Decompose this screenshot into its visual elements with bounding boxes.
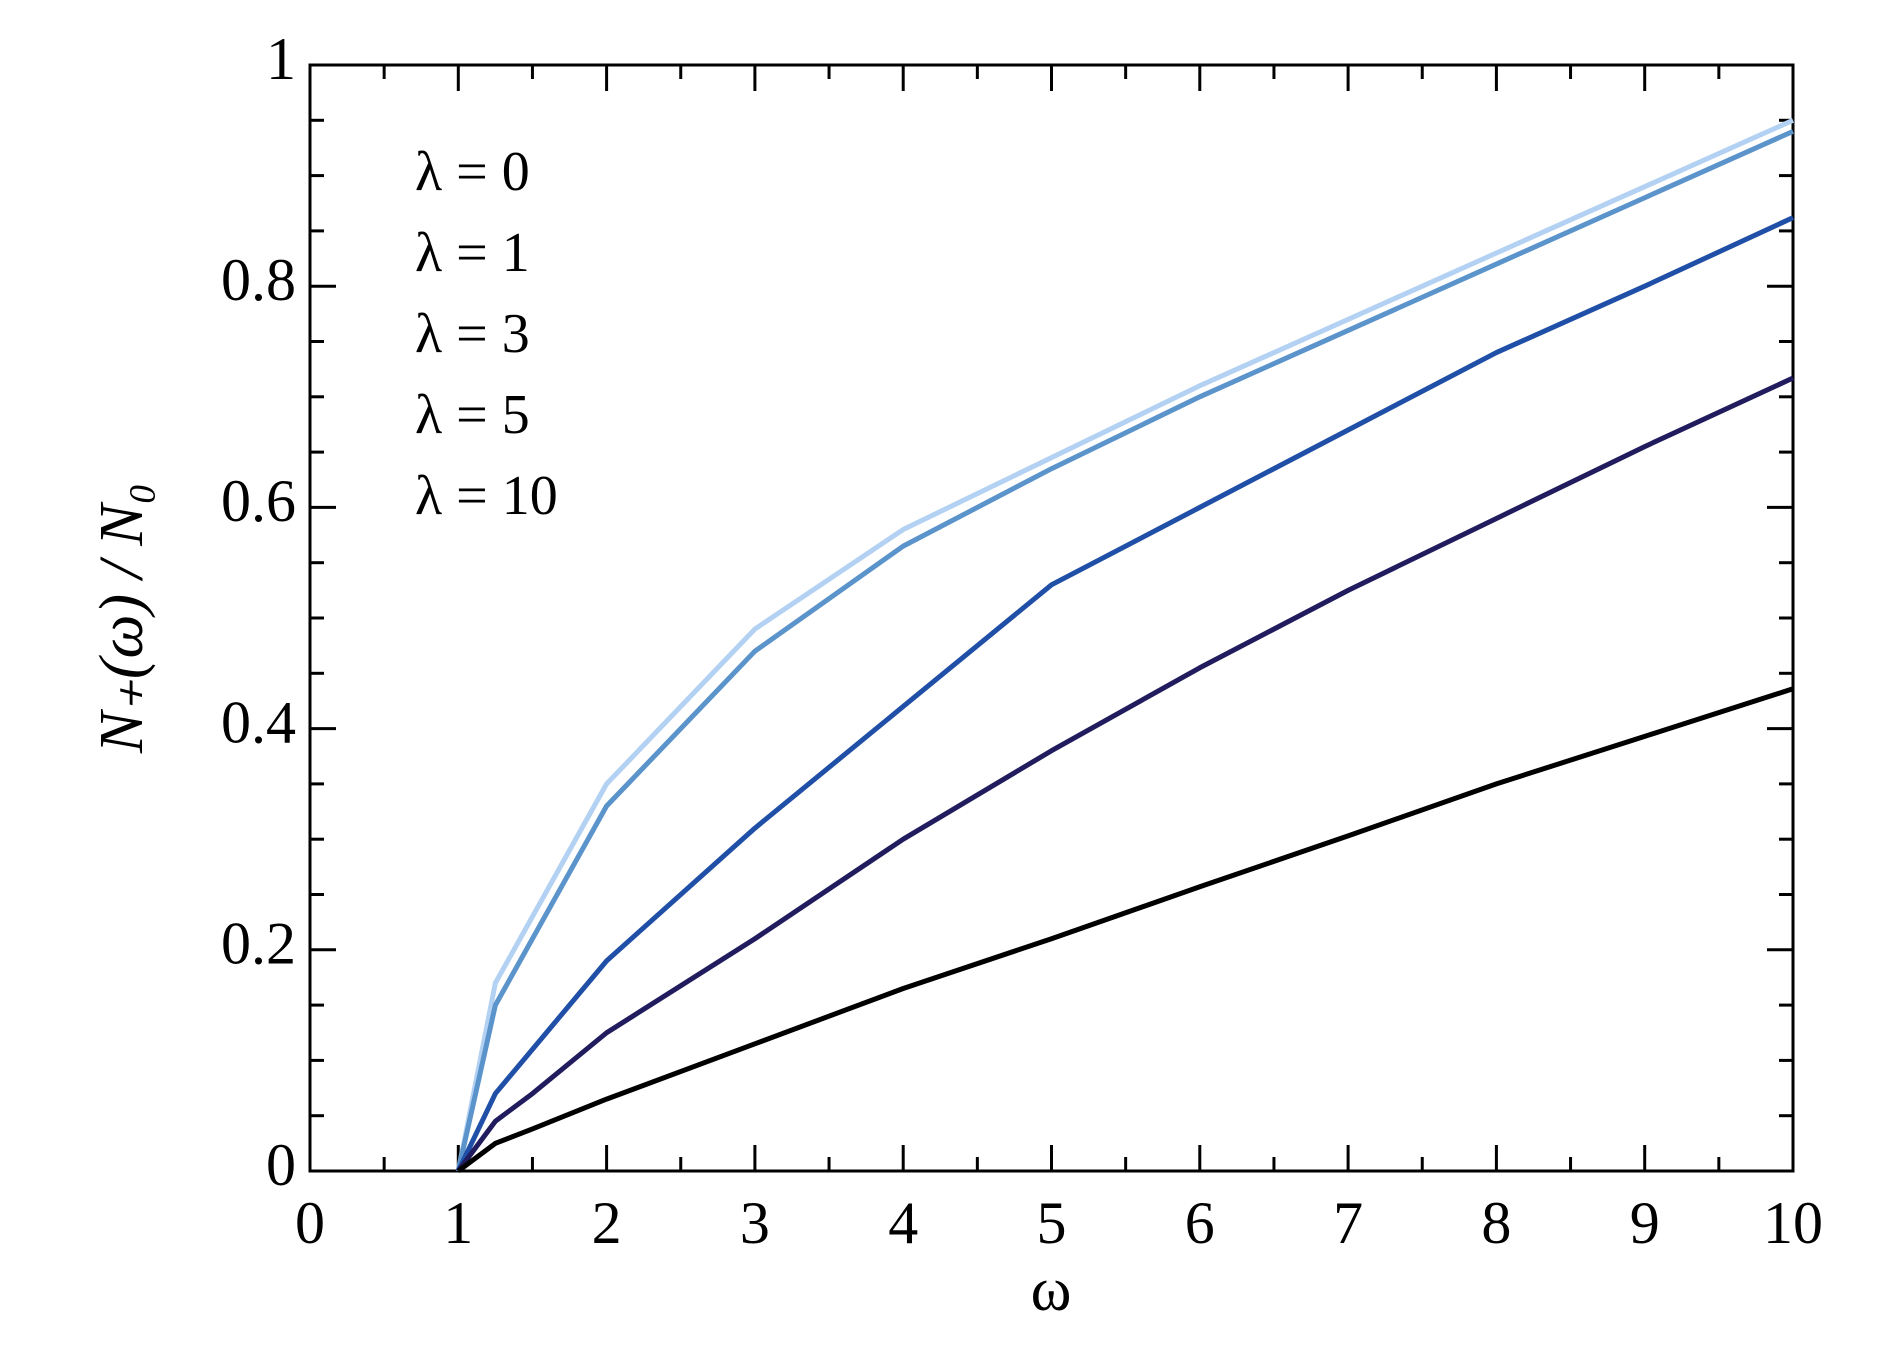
x-tick-label: 6	[1185, 1190, 1215, 1256]
plot-frame	[308, 63, 1795, 1173]
x-tick-label: 9	[1630, 1190, 1660, 1256]
y-tick-label: 1	[266, 26, 296, 92]
y-tick-label: 0.4	[221, 689, 296, 755]
legend-label: λ = 1	[415, 222, 530, 284]
x-tick-label: 0	[295, 1190, 325, 1256]
x-tick-label: 3	[740, 1190, 770, 1256]
x-tick-label: 4	[888, 1190, 918, 1256]
line	[456, 686, 1794, 1174]
legend-label: λ = 10	[415, 465, 558, 527]
x-axis-label: ω	[1031, 1256, 1072, 1324]
legend-label: λ = 0	[415, 141, 530, 203]
y-tick-label: 0.6	[221, 468, 296, 534]
x-tick-label: 2	[592, 1190, 622, 1256]
y-axis-label: N₊(ω) / N₀	[88, 483, 156, 754]
line	[456, 215, 1795, 1173]
y-tick-label: 0.2	[221, 911, 296, 977]
x-tick-label: 5	[1037, 1190, 1067, 1256]
legend-label: λ = 3	[415, 303, 530, 365]
line	[456, 375, 1795, 1173]
line	[455, 129, 1795, 1172]
y-tick-label: 0	[266, 1132, 296, 1198]
x-tick-label: 10	[1763, 1190, 1823, 1256]
x-tick-label: 1	[443, 1190, 473, 1256]
x-tick-label: 7	[1333, 1190, 1363, 1256]
line	[455, 118, 1795, 1172]
y-tick-label: 0.8	[221, 247, 296, 313]
x-tick-label: 8	[1481, 1190, 1511, 1256]
legend-label: λ = 5	[415, 384, 530, 446]
